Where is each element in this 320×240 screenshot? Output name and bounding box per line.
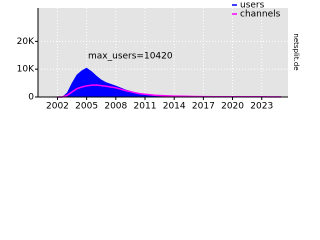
page: netsplit.de 0 10K 20K 2002 2005 2008 2011 2014 2… (0, 0, 320, 113)
y-tick-label: 10K (17, 65, 35, 75)
legend-label: channels (240, 10, 281, 20)
annotation: max_users=10420 (88, 52, 173, 62)
x-tick-label: 2005 (75, 102, 98, 112)
chart: netsplit.de 0 10K 20K 2002 2005 2008 2011 2014 2… (17, 1, 300, 112)
x-tick-label: 2023 (250, 102, 273, 112)
x-tick-label: 2011 (134, 102, 157, 112)
y-tick-label: 20K (17, 37, 35, 47)
side-text: netsplit.de (292, 33, 300, 70)
x-tick-label: 2008 (104, 102, 127, 112)
y-tick-label: 0 (28, 93, 34, 103)
x-tick-label: 2017 (192, 102, 215, 112)
legend-label: users (240, 1, 265, 11)
x-tick-label: 2002 (46, 102, 69, 112)
x-tick-label: 2020 (221, 102, 244, 112)
x-tick-label: 2014 (163, 102, 186, 112)
